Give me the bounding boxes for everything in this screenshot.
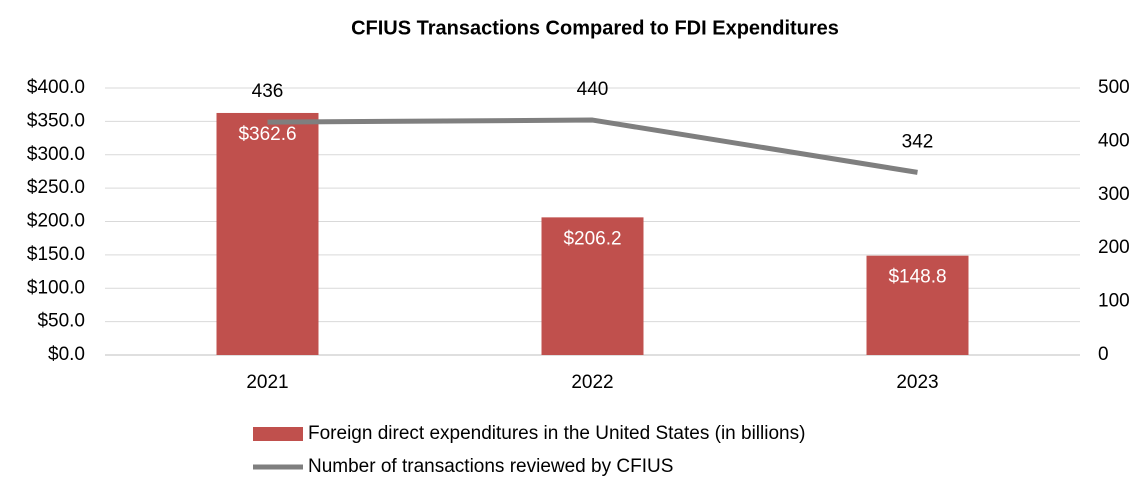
y-tick-label: $350.0 [27,110,85,131]
bar [216,112,319,355]
legend-swatch [253,427,303,441]
data-label: 436 [252,81,284,102]
y2-tick-label: 0 [1098,344,1109,365]
y2-tick-label: 400 [1098,130,1130,151]
y-tick-label: $400.0 [27,77,85,98]
y-tick-label: $250.0 [27,177,85,198]
data-label: $148.8 [888,267,946,288]
line-series [267,117,918,175]
x-tick-label: 2022 [571,372,613,393]
y-tick-label: $200.0 [27,211,85,232]
y2-tick-label: 200 [1098,237,1130,258]
y2-tick-label: 100 [1098,291,1130,312]
y-tick-label: $300.0 [27,144,85,165]
y2-tick-label: 500 [1098,77,1130,98]
x-tick-label: 2021 [246,372,288,393]
y-tick-label: $50.0 [37,311,85,332]
legend-label: Number of transactions reviewed by CFIUS [308,456,673,477]
legend-label: Foreign direct expenditures in the Unite… [308,423,805,444]
data-label: $206.2 [563,228,621,249]
y-tick-label: $0.0 [48,344,85,365]
y-tick-label: $100.0 [27,277,85,298]
x-tick-label: 2023 [896,372,938,393]
y-tick-label: $150.0 [27,244,85,265]
data-label: 440 [577,79,609,100]
bar [541,217,644,355]
data-label: 342 [902,131,934,152]
bar [866,255,969,355]
y2-tick-label: 300 [1098,184,1130,205]
data-label: $362.6 [238,124,296,145]
chart-title: CFIUS Transactions Compared to FDI Expen… [351,17,839,39]
